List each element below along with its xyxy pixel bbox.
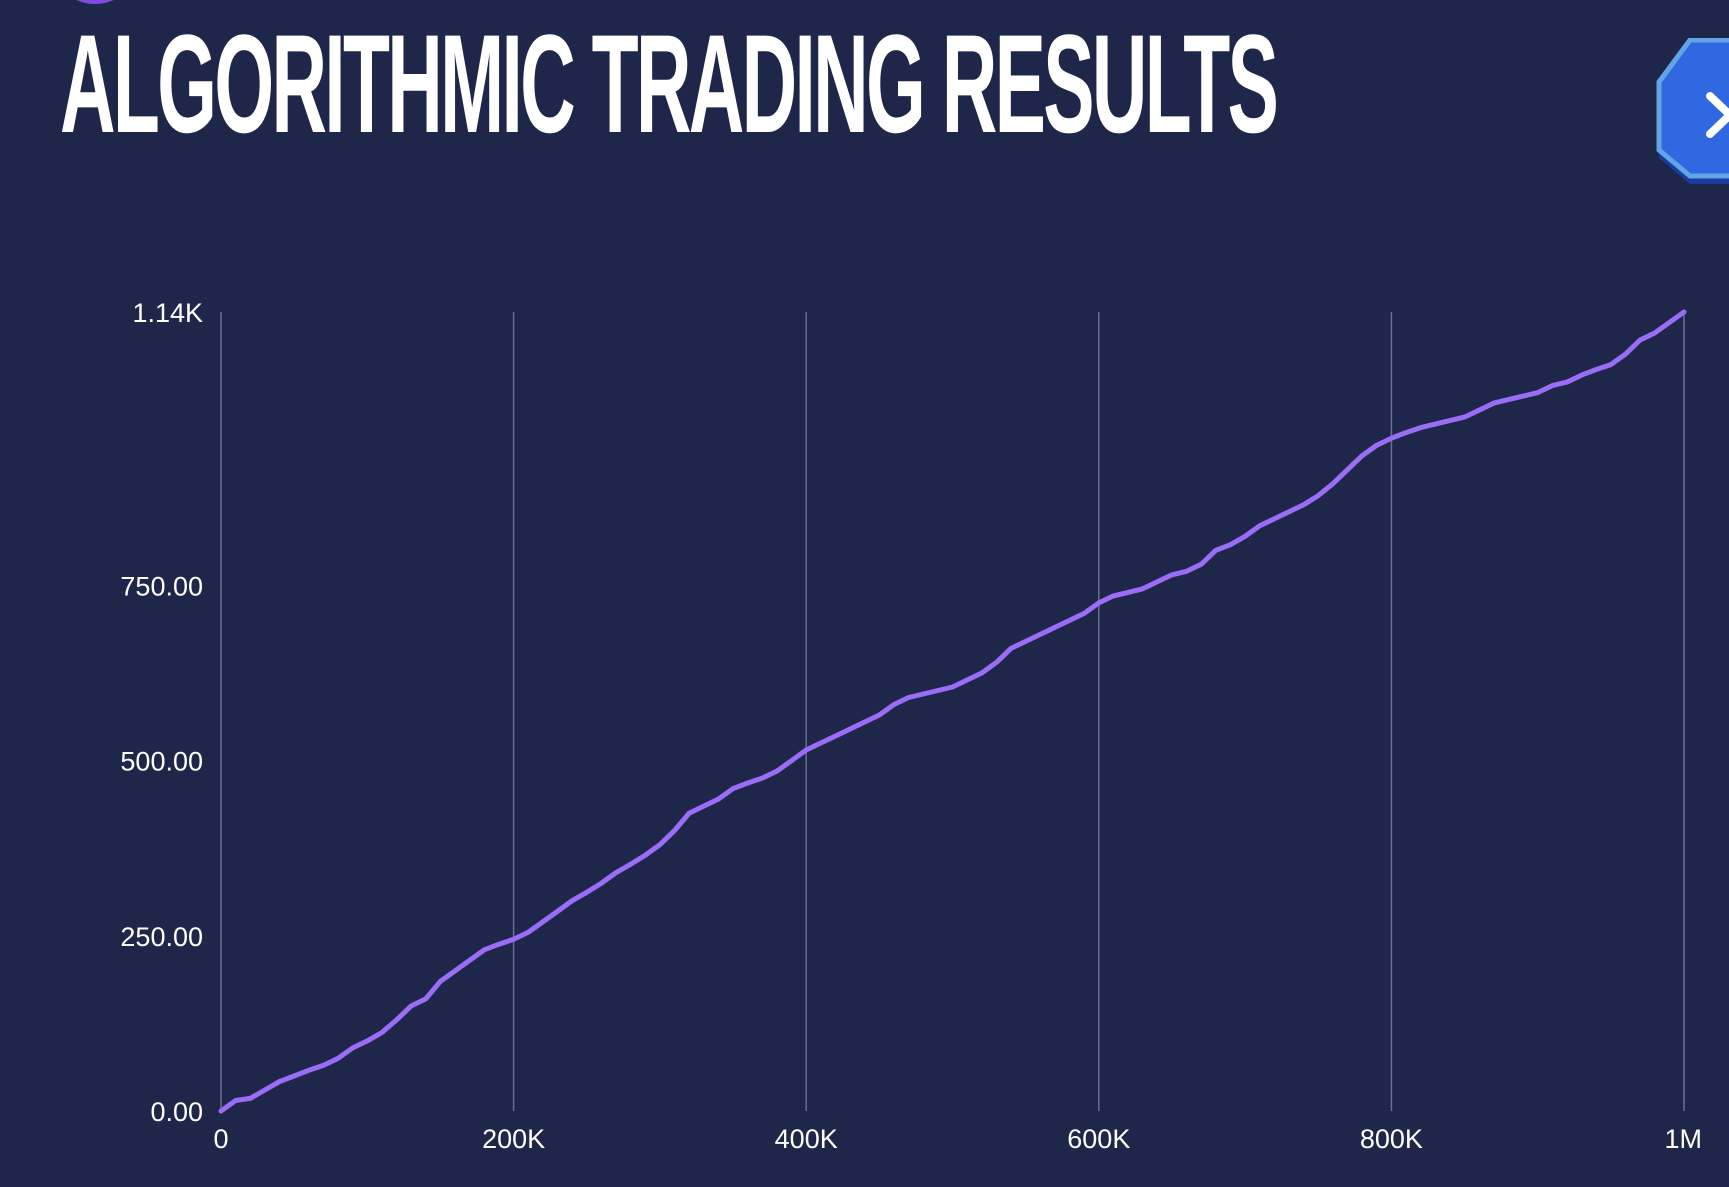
x-tick-label: 400K (775, 1124, 838, 1154)
x-tick-label: 200K (482, 1124, 545, 1154)
y-axis-ticks: 0.00 250.00 500.00 750.00 1.14K (120, 298, 203, 1127)
close-icon (1706, 92, 1729, 138)
y-tick-label: 500.00 (120, 747, 203, 777)
grid-lines (220, 312, 1685, 1111)
x-tick-label: 1M (1664, 1124, 1702, 1154)
y-tick-label: 250.00 (120, 922, 203, 952)
series-layer (218, 309, 1687, 1114)
x-axis-ticks: 0 200K 400K 600K 800K 1M (213, 1124, 1702, 1154)
page-title: ALGORITHMIC TRADING RESULTS (60, 5, 1279, 162)
x-tick-label: 600K (1067, 1124, 1130, 1154)
close-button[interactable] (1655, 38, 1729, 188)
series-line-0 (218, 309, 1687, 1114)
top-badge (62, 0, 128, 4)
x-tick-label: 0 (213, 1124, 228, 1154)
y-tick-label: 1.14K (132, 298, 203, 328)
y-tick-label: 0.00 (150, 1097, 203, 1127)
y-tick-label: 750.00 (120, 571, 203, 601)
x-tick-label: 800K (1360, 1124, 1423, 1154)
